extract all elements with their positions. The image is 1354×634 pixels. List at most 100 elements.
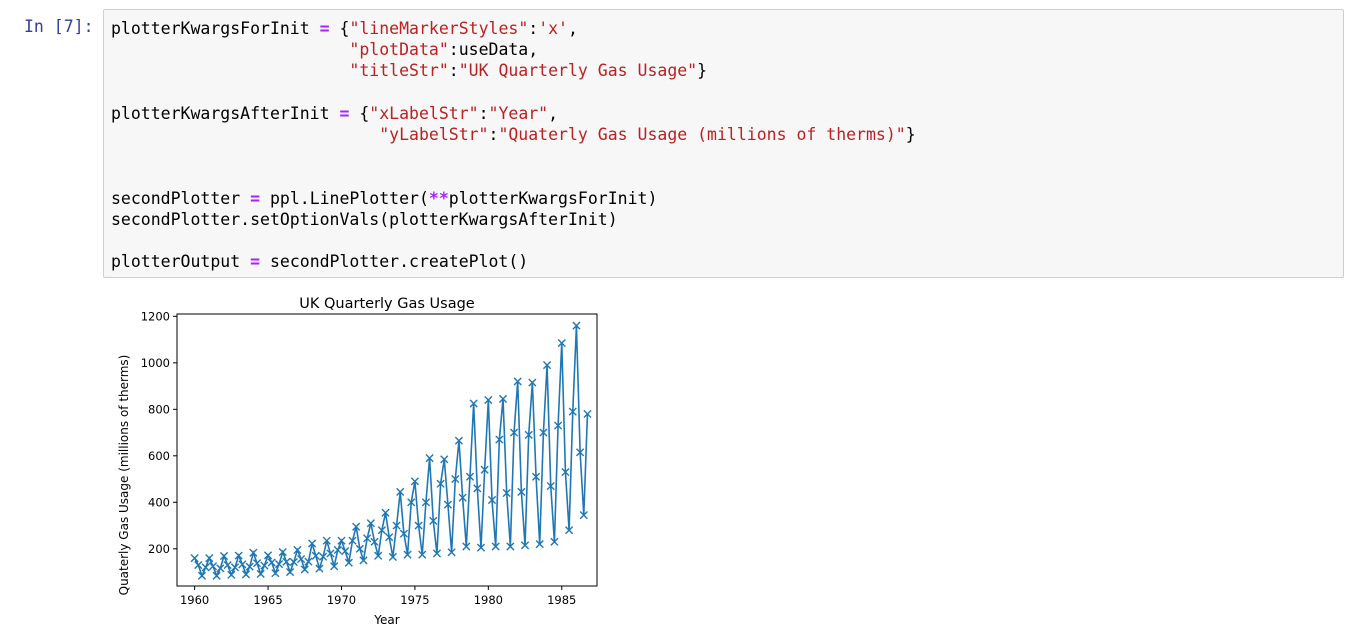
x-axis-label: Year — [373, 613, 399, 627]
data-point-marker — [308, 539, 317, 548]
plot-frame — [176, 313, 598, 587]
x-tick-label: 1980 — [474, 593, 503, 607]
data-point-marker — [520, 541, 530, 550]
data-point-marker — [495, 435, 504, 444]
data-point-marker — [557, 338, 566, 348]
y-axis-label: Quaterly Gas Usage (millions of therms) — [117, 355, 131, 596]
data-point-marker — [491, 542, 500, 551]
data-point-marker — [385, 533, 394, 542]
data-point-marker — [194, 560, 203, 570]
data-point-marker — [219, 551, 229, 561]
data-point-marker — [407, 498, 416, 507]
chart-title: UK Quarterly Gas Usage — [299, 296, 475, 312]
data-point-marker — [245, 562, 254, 571]
data-point-marker — [421, 498, 431, 507]
y-ticks: 200 400 600 800 1000 1200 — [141, 309, 177, 556]
data-point-marker — [205, 554, 214, 563]
figure-background — [103, 285, 623, 630]
line-chart: UK Quarterly Gas Usage Year Quaterly Gas… — [103, 285, 623, 630]
data-point-marker — [330, 562, 339, 571]
data-point-marker — [418, 550, 427, 559]
code-editor[interactable]: plotterKwargsForInit = {"lineMarkerStyle… — [111, 18, 916, 272]
data-point-marker — [370, 537, 379, 546]
data-point-marker — [388, 552, 397, 562]
data-point-marker — [363, 534, 372, 543]
y-tick-label: 1200 — [141, 309, 170, 323]
data-point-marker — [274, 560, 284, 569]
data-point-marker — [451, 474, 460, 484]
data-point-marker — [432, 549, 442, 558]
data-point-marker — [473, 484, 482, 493]
data-point-marker — [480, 465, 489, 474]
y-tick-label: 600 — [148, 449, 170, 463]
data-point-marker — [355, 544, 364, 553]
data-point-marker — [311, 551, 320, 560]
data-point-marker — [208, 562, 218, 571]
series-markers — [190, 321, 592, 580]
data-point-marker — [381, 508, 390, 517]
data-point-marker — [190, 554, 199, 563]
data-point-marker — [531, 472, 541, 481]
data-point-marker — [513, 377, 522, 386]
data-point-marker — [234, 551, 243, 560]
data-point-marker — [263, 551, 273, 560]
data-point-marker — [539, 428, 548, 437]
data-point-marker — [359, 556, 368, 565]
data-point-marker — [366, 519, 375, 528]
data-point-marker — [583, 409, 592, 419]
data-point-marker — [285, 567, 295, 577]
data-point-marker — [429, 516, 438, 526]
data-point-marker — [542, 361, 552, 370]
data-point-marker — [216, 564, 225, 573]
code-line-3: "titleStr":"UK Quarterly Gas Usage"} — [349, 61, 708, 81]
code-line-1: plotterKwargsForInit = {"lineMarkerStyle… — [111, 19, 578, 38]
data-point-marker — [414, 521, 423, 530]
data-point-marker — [296, 554, 306, 564]
data-point-marker — [344, 558, 353, 567]
data-point-marker — [271, 569, 280, 578]
data-point-marker — [498, 394, 508, 403]
data-point-marker — [304, 557, 313, 566]
data-point-marker — [256, 569, 265, 579]
y-tick-label: 400 — [148, 495, 170, 509]
data-point-marker — [576, 448, 585, 457]
series-line — [193, 325, 589, 578]
code-line-9: secondPlotter = ppl.LinePlotter(**plotte… — [111, 188, 658, 208]
data-point-marker — [535, 540, 544, 549]
data-point-marker — [267, 558, 276, 567]
data-point-marker — [528, 378, 537, 387]
x-tick-label: 1975 — [400, 593, 429, 607]
data-point-marker — [443, 500, 453, 509]
data-point-marker — [454, 436, 464, 445]
data-point-marker — [396, 487, 405, 496]
data-point-marker — [484, 395, 493, 405]
cell-output-area: UK Quarterly Gas Usage Year Quaterly Gas… — [103, 285, 623, 630]
x-tick-label: 1985 — [547, 593, 576, 607]
data-point-marker — [260, 561, 269, 570]
data-point-marker — [300, 565, 309, 574]
data-point-marker — [282, 557, 291, 566]
data-point-marker — [447, 548, 456, 557]
data-point-marker — [352, 522, 361, 531]
data-point-marker — [579, 510, 588, 520]
data-point-marker — [550, 537, 559, 546]
data-point-marker — [487, 495, 497, 505]
code-input-area[interactable]: plotterKwargsForInit = {"lineMarkerStyle… — [103, 9, 1344, 278]
x-tick-label: 1970 — [327, 593, 356, 607]
data-point-marker — [278, 547, 287, 557]
data-point-marker — [392, 521, 401, 530]
data-point-marker — [197, 571, 207, 580]
data-point-marker — [506, 542, 515, 551]
data-point-marker — [565, 526, 574, 535]
data-point-marker — [436, 479, 445, 488]
data-point-marker — [502, 488, 511, 498]
data-point-marker — [241, 570, 251, 579]
data-point-marker — [524, 430, 533, 439]
data-point-marker — [322, 536, 331, 545]
x-tick-label: 1960 — [180, 593, 209, 607]
data-point-marker — [425, 454, 434, 463]
data-point-marker — [403, 550, 412, 559]
data-point-marker — [227, 570, 236, 579]
data-point-marker — [223, 560, 232, 570]
data-point-marker — [568, 407, 577, 416]
